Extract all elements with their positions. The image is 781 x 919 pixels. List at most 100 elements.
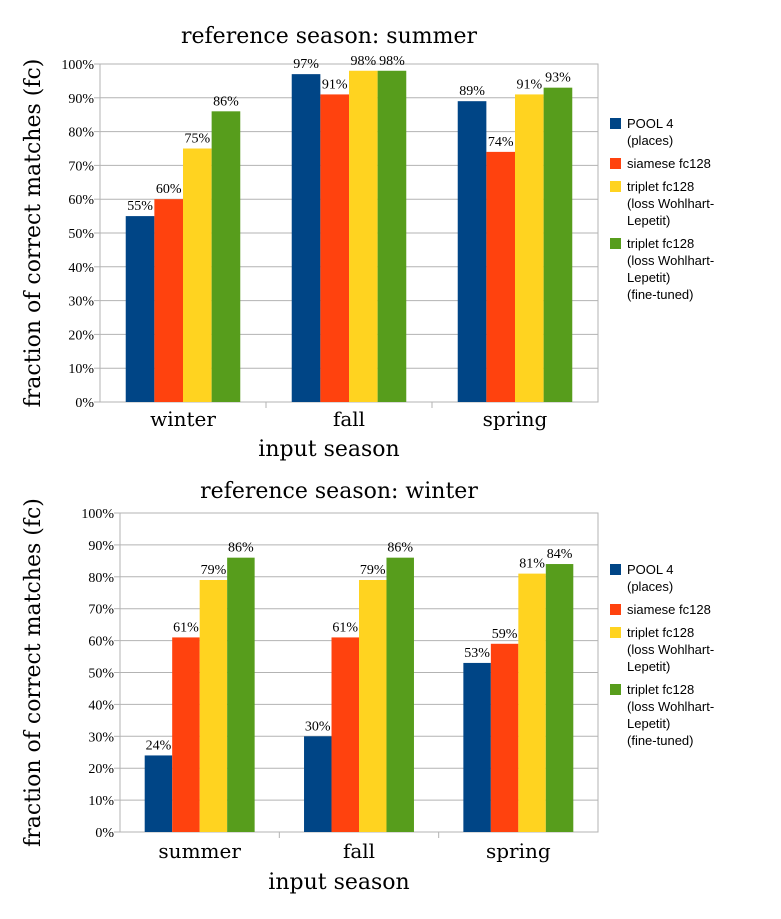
legend-label: POOL 4 (627, 116, 673, 131)
legend-label: (loss Wohlhart- (627, 699, 714, 714)
data-label: 53% (464, 646, 490, 661)
legend-label: (places) (627, 133, 673, 148)
y-tick-label: 90% (68, 92, 94, 107)
y-tick-label: 100% (81, 507, 114, 522)
legend-label: Lepetit) (627, 213, 670, 228)
legend-label: POOL 4 (627, 562, 673, 577)
data-label: 74% (488, 135, 514, 150)
legend-swatch (610, 118, 621, 129)
y-tick-label: 80% (68, 126, 94, 141)
bar (463, 662, 491, 832)
bar (543, 87, 573, 402)
y-tick-label: 60% (88, 635, 114, 650)
data-label: 55% (127, 199, 153, 214)
legend-label: triplet fc128 (627, 236, 694, 251)
bar (457, 101, 487, 403)
data-label: 24% (146, 738, 172, 753)
legend-swatch (610, 684, 621, 695)
x-tick-label: summer (158, 839, 241, 863)
data-label: 30% (305, 719, 331, 734)
chart-1: reference season: summer 0% 10% 20% 30% 40% 50… (21, 24, 714, 462)
data-label: 81% (519, 557, 545, 572)
bar (518, 573, 546, 832)
y-tick-label: 50% (68, 227, 94, 242)
legend-label: triplet fc128 (627, 625, 694, 640)
data-label: 59% (492, 627, 518, 642)
legend-label: (fine-tuned) (627, 733, 693, 748)
chart-2: reference season: winter 0% 10% 20% 30% 40% 50… (21, 479, 714, 895)
x-tick-label: fall (343, 839, 375, 863)
legend-label: Lepetit) (627, 659, 670, 674)
bar (515, 94, 544, 403)
y-axis-title: fraction of correct matches (fc) (21, 498, 46, 847)
x-tick-label: spring (483, 407, 548, 431)
bar (386, 557, 414, 832)
y-tick-label: 30% (88, 730, 114, 745)
legend-label: siamese fc128 (627, 602, 711, 617)
bar (211, 111, 241, 402)
chart-title: reference season: winter (200, 479, 478, 504)
bar (545, 564, 574, 832)
data-label: 91% (322, 77, 348, 92)
y-tick-label: 20% (68, 328, 94, 343)
legend-label: Lepetit) (627, 270, 670, 285)
legend-swatch (610, 238, 621, 249)
bar (304, 736, 332, 832)
bar (144, 755, 173, 832)
legend-swatch (610, 564, 621, 575)
bar (486, 151, 515, 402)
bar (199, 579, 228, 832)
data-label: 61% (332, 620, 358, 635)
y-tick-label: 90% (88, 539, 114, 554)
y-tick-label: 10% (88, 794, 114, 809)
data-label: 79% (360, 563, 386, 578)
data-label: 89% (459, 84, 485, 99)
bar (125, 216, 155, 402)
data-label: 97% (293, 57, 319, 72)
legend-label: (places) (627, 579, 673, 594)
data-label: 98% (350, 54, 376, 69)
y-tick-label: 0% (75, 396, 94, 411)
bar (172, 637, 200, 832)
bar (377, 70, 407, 402)
chart-title: reference season: summer (181, 24, 477, 49)
y-tick-label: 20% (88, 762, 114, 777)
legend-label: (loss Wohlhart- (627, 196, 714, 211)
data-label: 86% (228, 541, 254, 556)
x-axis-title: input season (258, 437, 399, 462)
y-tick-label: 80% (88, 571, 114, 586)
y-tick-label: 50% (88, 667, 114, 682)
legend: POOL 4 (places) siamese fc128 triplet fc128… (610, 562, 714, 748)
y-tick-label: 60% (68, 193, 94, 208)
y-tick-label: 70% (88, 603, 114, 618)
x-tick-label: fall (333, 407, 365, 431)
data-label: 91% (516, 77, 542, 92)
data-label: 98% (379, 54, 405, 69)
legend: POOL 4 (places) siamese fc128 triplet fc128… (610, 116, 714, 302)
data-label: 84% (547, 547, 573, 562)
legend-label: triplet fc128 (627, 179, 694, 194)
bar (359, 579, 387, 832)
legend-label: (fine-tuned) (627, 287, 693, 302)
data-label: 79% (201, 563, 227, 578)
y-tick-label: 10% (68, 362, 94, 377)
legend-label: (loss Wohlhart- (627, 642, 714, 657)
y-tick-label: 0% (95, 826, 114, 841)
bar (154, 199, 183, 402)
data-label: 60% (156, 182, 182, 197)
bar (291, 74, 321, 402)
y-tick-label: 70% (68, 159, 94, 174)
bar (183, 148, 212, 402)
legend-label: (loss Wohlhart- (627, 253, 714, 268)
legend-label: siamese fc128 (627, 156, 711, 171)
y-tick-label: 30% (68, 295, 94, 310)
legend-label: Lepetit) (627, 716, 670, 731)
data-label: 93% (545, 71, 571, 86)
legend-swatch (610, 158, 621, 169)
bar (490, 643, 519, 832)
data-label: 75% (184, 132, 210, 147)
x-tick-label: spring (486, 839, 551, 863)
legend-swatch (610, 181, 621, 192)
bar (349, 70, 378, 402)
